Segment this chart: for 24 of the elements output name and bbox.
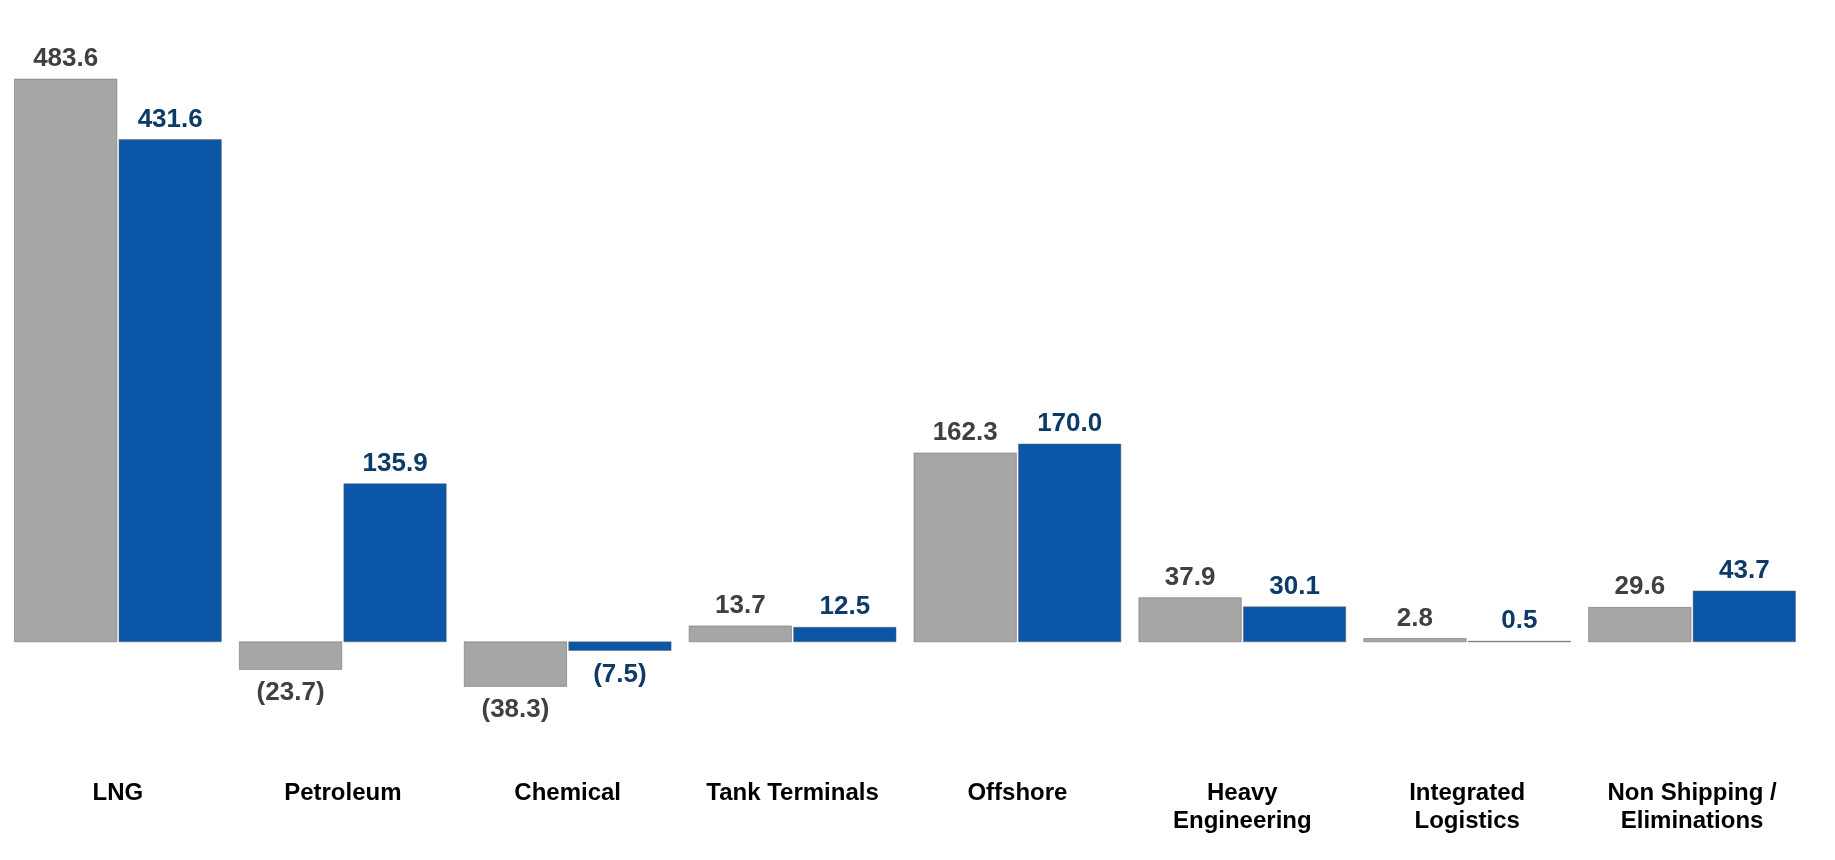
data-label: 170.0	[1037, 407, 1103, 437]
data-label: 483.6	[33, 42, 99, 73]
x-tick-label: Heavy Engineering	[1172, 777, 1312, 833]
data-label: 2.8	[1396, 601, 1434, 632]
data-label: 431.6	[137, 102, 203, 133]
data-label: 30.1	[1269, 569, 1320, 600]
data-label: 13.7	[715, 588, 766, 619]
data-label: (7.5)	[593, 657, 647, 688]
x-tick-label: Integrated Logistics	[1409, 777, 1526, 833]
data-label: (23.7)	[256, 676, 325, 707]
x-tick-label: Petroleum	[284, 777, 402, 805]
data-label: 162.3	[932, 415, 998, 446]
data-label: 43.7	[1719, 553, 1770, 584]
data-label: (38.3)	[481, 693, 550, 724]
data-label: 12.5	[819, 590, 871, 621]
x-tick-label: Chemical	[514, 777, 622, 805]
x-tick-label: Tank Terminals	[706, 777, 879, 805]
data-label: 29.6	[1614, 570, 1666, 601]
data-label: 135.9	[362, 446, 428, 477]
x-tick-label: Non Shipping / Eliminations	[1607, 777, 1778, 833]
x-tick-label: Offshore	[967, 777, 1068, 805]
data-label: 37.9	[1164, 560, 1216, 591]
data-label: 0.5	[1501, 604, 1538, 635]
x-tick-label: LNG	[92, 777, 144, 805]
